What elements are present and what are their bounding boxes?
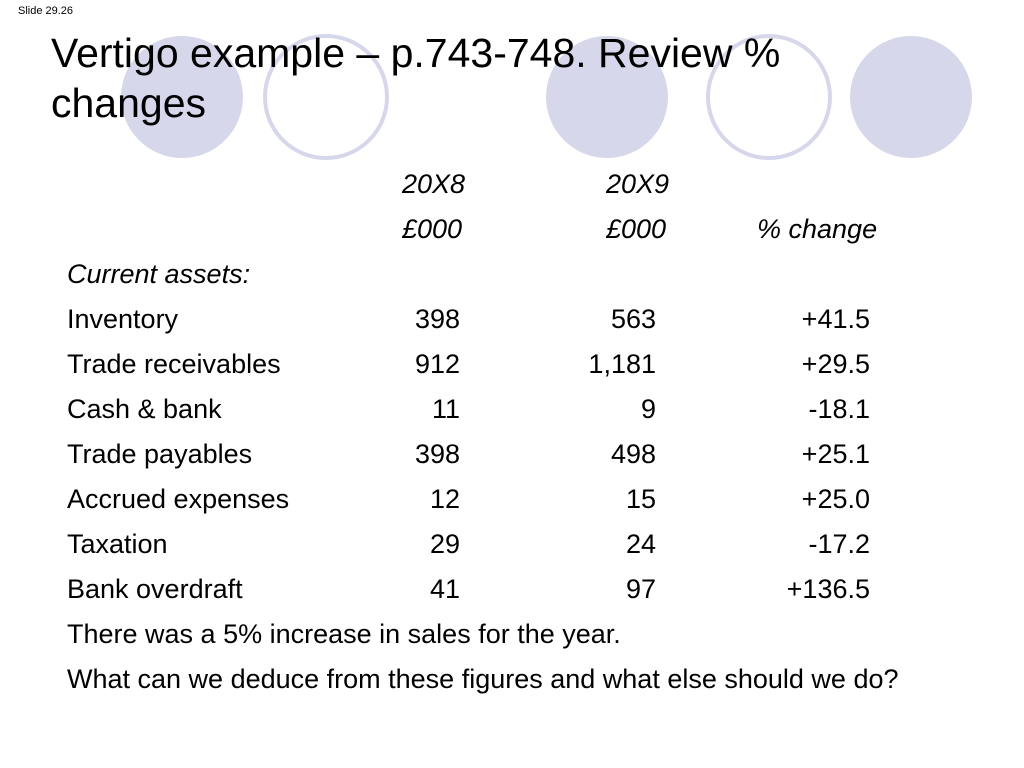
decor-circle-filled-1: [121, 36, 243, 158]
decor-circle-filled-3: [850, 36, 972, 158]
row-change: +136.5: [786, 574, 870, 604]
row-value-20x8: 11: [431, 394, 460, 424]
row-change: +25.0: [801, 484, 870, 514]
header-unit-20x9: £000: [606, 214, 667, 244]
row-change: -17.2: [808, 529, 870, 559]
note-sales-increase: There was a 5% increase in sales for the…: [67, 619, 621, 649]
row-value-20x8: 398: [414, 304, 460, 334]
page-title: Vertigo example – p.743-748. Review % ch…: [51, 30, 781, 126]
row-value-20x9: 97: [625, 574, 656, 604]
decor-circle-filled-2: [546, 36, 668, 158]
row-change: +29.5: [801, 349, 870, 379]
slide-number: Slide 29.26: [18, 5, 74, 17]
row-value-20x9: 15: [625, 484, 656, 514]
header-unit-20x8: £000: [402, 214, 463, 244]
row-label: Accrued expenses: [67, 484, 290, 514]
row-value-20x8: 912: [414, 349, 460, 379]
decor-circle-outline-1: [263, 34, 389, 160]
header-20x8: 20X8: [402, 169, 466, 199]
row-label: Taxation: [67, 529, 168, 559]
decorative-circles: [121, 34, 972, 160]
row-label: Inventory: [67, 304, 179, 334]
row-change: -18.1: [808, 394, 870, 424]
note-question: What can we deduce from these figures an…: [67, 664, 899, 694]
row-value-20x8: 29: [429, 529, 460, 559]
row-label: Trade payables: [67, 439, 253, 469]
row-label: Trade receivables: [67, 349, 281, 379]
decor-circle-outline-2: [706, 34, 832, 160]
section-label: Current assets:: [67, 259, 251, 289]
row-label: Bank overdraft: [67, 574, 243, 604]
row-value-20x9: 24: [625, 529, 656, 559]
row-value-20x9: 498: [610, 439, 656, 469]
row-label: Cash & bank: [67, 394, 222, 424]
header-20x9: 20X9: [606, 169, 670, 199]
row-change: +41.5: [801, 304, 870, 334]
row-value-20x8: 41: [429, 574, 460, 604]
header-percent-change: % change: [757, 214, 878, 244]
row-change: +25.1: [801, 439, 870, 469]
row-value-20x9: 1,181: [588, 349, 656, 379]
row-value-20x8: 12: [429, 484, 460, 514]
row-value-20x8: 398: [414, 439, 460, 469]
row-value-20x9: 9: [640, 394, 656, 424]
row-value-20x9: 563: [610, 304, 656, 334]
